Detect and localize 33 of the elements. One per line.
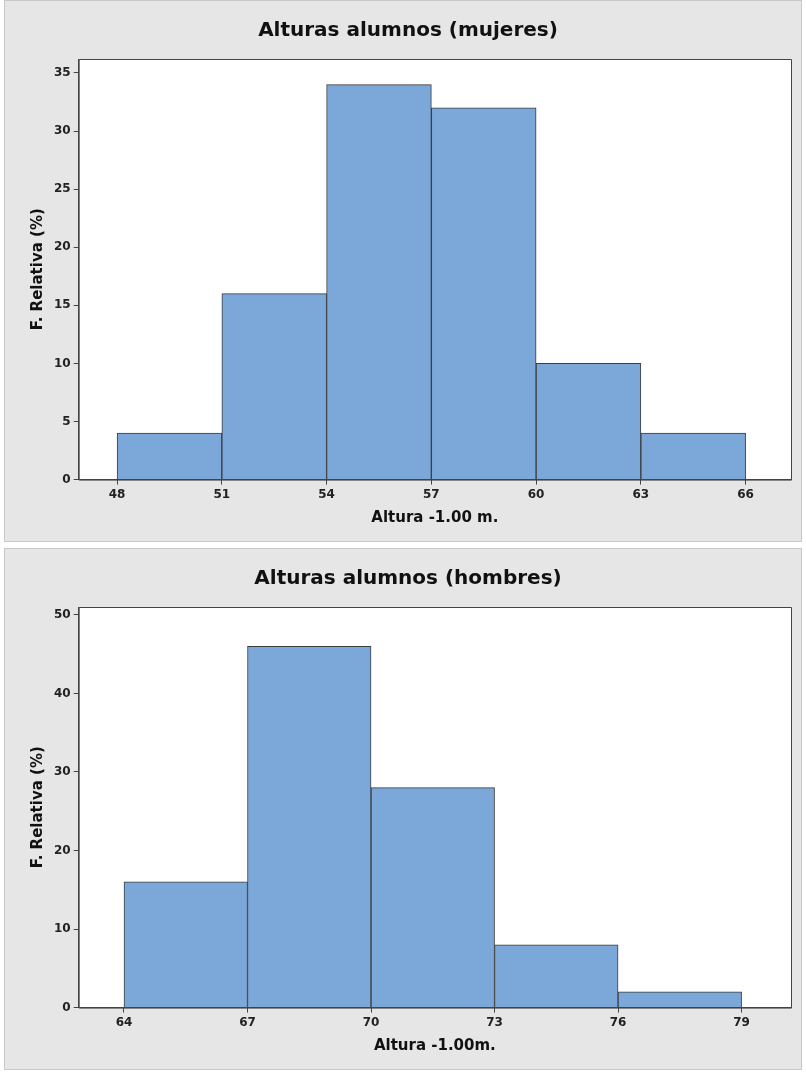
y-tick-label: 20 [54, 842, 71, 857]
chart-title: Alturas alumnos (hombres) [254, 565, 562, 590]
x-tick-label: 79 [733, 1014, 750, 1029]
x-tick-label: 64 [115, 1014, 133, 1029]
x-tick-label: 51 [213, 486, 231, 501]
y-tick-label: 0 [62, 471, 71, 486]
y-axis-title: F. Relativa (%) [27, 746, 46, 869]
x-tick-label: 54 [318, 486, 335, 501]
y-tick-label: 10 [54, 355, 71, 370]
y-tick-label: 40 [54, 685, 71, 700]
y-tick-label: 20 [54, 239, 71, 254]
y-tick-label: 30 [54, 123, 71, 138]
x-tick-label: 57 [423, 486, 440, 501]
x-axis-title: Altura -1.00 m. [371, 507, 499, 526]
x-tick-label: 66 [737, 486, 754, 501]
y-tick-label: 30 [54, 764, 71, 779]
y-tick-label: 10 [54, 921, 71, 936]
y-tick-label: 5 [62, 413, 71, 428]
x-tick-label: 67 [239, 1014, 256, 1029]
x-tick-label: 70 [362, 1014, 380, 1029]
x-tick-label: 73 [486, 1014, 503, 1029]
x-tick-label: 76 [609, 1014, 627, 1029]
x-tick-label: 60 [527, 486, 545, 501]
x-axis-title: Altura -1.00m. [373, 1035, 496, 1054]
y-axis-title: F. Relativa (%) [27, 208, 46, 331]
y-tick-label: 0 [62, 999, 71, 1014]
y-tick-label: 25 [54, 181, 71, 196]
y-tick-label: 50 [54, 606, 71, 621]
chart-title: Alturas alumnos (mujeres) [258, 17, 558, 42]
x-tick-label: 48 [108, 486, 126, 501]
x-tick-label: 63 [632, 486, 650, 501]
y-tick-label: 15 [54, 297, 71, 312]
y-tick-label: 35 [54, 65, 71, 80]
